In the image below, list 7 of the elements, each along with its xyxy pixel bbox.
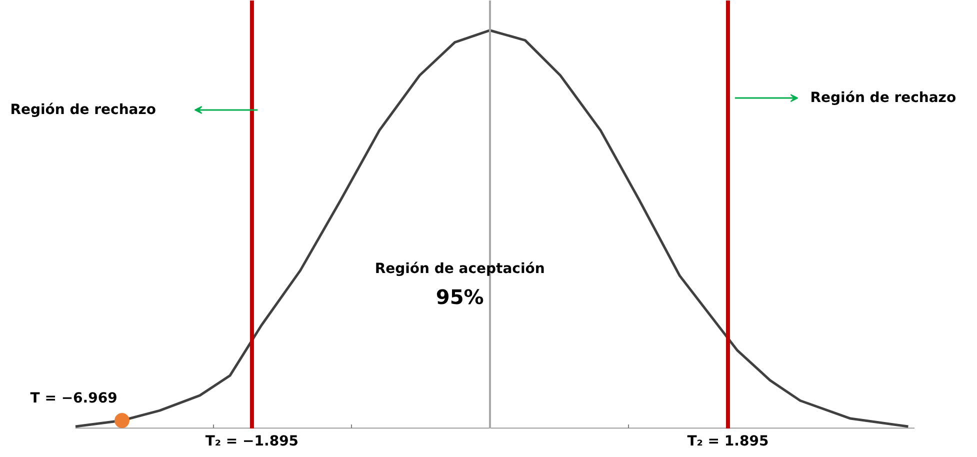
x-tick-label: T₂ = 1.895 bbox=[687, 434, 769, 450]
annotation: Región de aceptación bbox=[374, 261, 545, 278]
annotation: Región de rechazo bbox=[10, 102, 156, 118]
annotation: Región de rechazo bbox=[810, 90, 956, 106]
annotation: T = −6.969 bbox=[30, 390, 118, 407]
x-tick-label: T₂ = −1.895 bbox=[205, 434, 299, 450]
annotation: 95% bbox=[436, 285, 484, 310]
